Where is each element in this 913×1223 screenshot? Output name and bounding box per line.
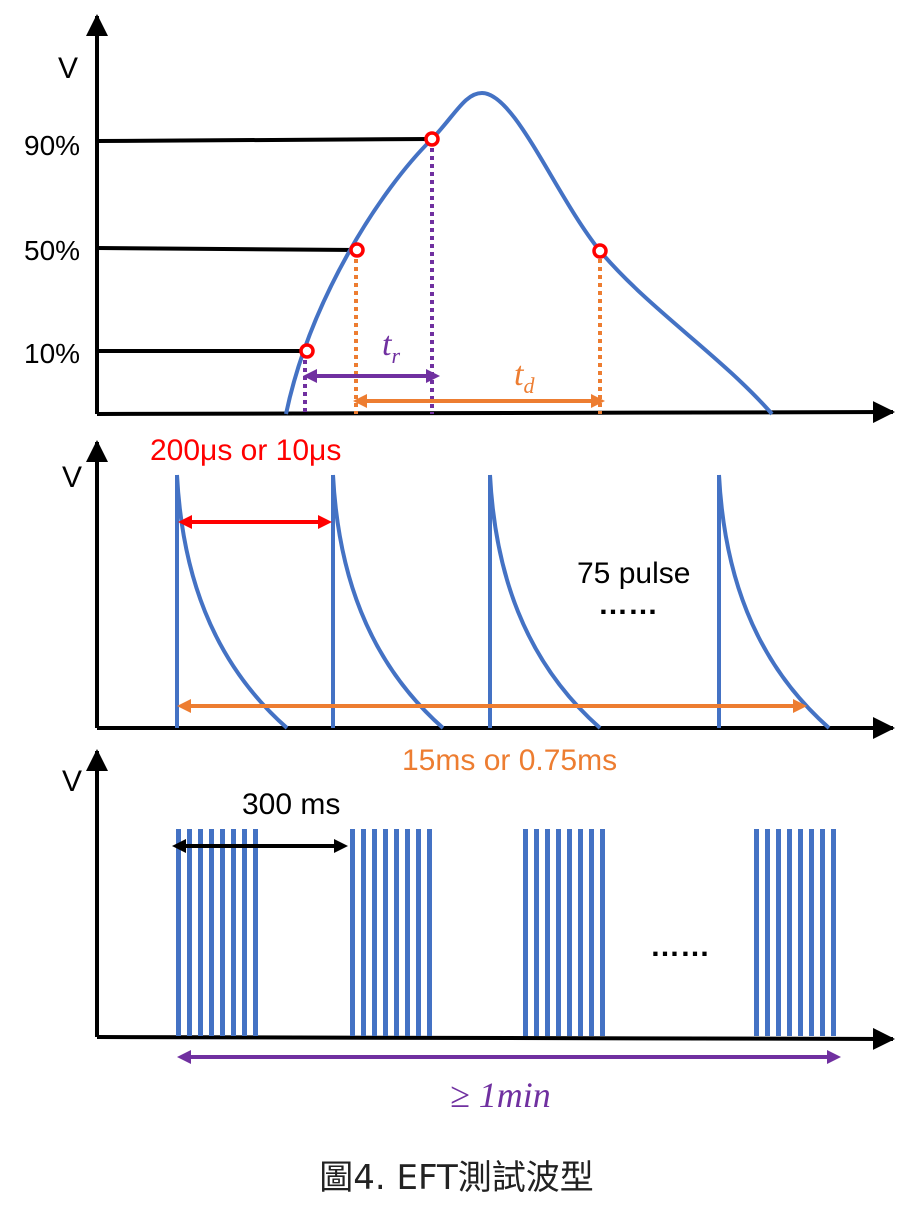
test-arrow-head-right — [827, 1050, 841, 1064]
burst-2-line-5 — [394, 829, 399, 1036]
decay-time-label: td — [514, 356, 535, 398]
burst-1-line-1 — [176, 829, 181, 1036]
burst-arrow-head-right — [793, 699, 807, 713]
panel-pulse-train: V 200μs or 10μs 75 pulse …… 15ms or 0.75… — [62, 434, 895, 777]
pulse-4 — [717, 474, 831, 730]
level-50-line — [96, 246, 358, 252]
burst-4-line-6 — [809, 829, 814, 1036]
burst-3-line-8 — [600, 829, 605, 1036]
burst-1-line-7 — [242, 829, 247, 1036]
rise-arrow-head-right — [426, 369, 440, 383]
burst-3-line-4 — [556, 829, 561, 1036]
p3-x-axis — [96, 1027, 895, 1050]
burst-2-line-4 — [383, 829, 388, 1036]
period-arrow-head-right — [318, 515, 332, 529]
burst-4-line-1 — [754, 829, 759, 1036]
point-90 — [424, 131, 440, 147]
point-50-fall — [592, 243, 608, 259]
burst-2-line-6 — [405, 829, 410, 1036]
level-50-label: 50% — [24, 235, 80, 266]
burst-1-line-8 — [253, 829, 258, 1036]
burst-3-line-3 — [545, 829, 550, 1036]
burst-period-arrow-head-right — [334, 839, 348, 853]
p1-y-axis-label: V — [58, 52, 78, 85]
panel-burst-sequence: V 300 ms …… ≥ 1min — [62, 749, 895, 1115]
pulse-train-ellipsis: …… — [598, 588, 658, 621]
burst-period-label: 300 ms — [242, 788, 340, 821]
pulse-count-label: 75 pulse — [577, 557, 690, 590]
burst-period-arrow-head-left — [172, 839, 186, 853]
pulse-1 — [175, 474, 289, 730]
burst-3-line-6 — [578, 829, 583, 1036]
burst-2-line-7 — [416, 829, 421, 1036]
panel-single-pulse: V 90% 50% 10% tr td — [24, 14, 895, 424]
burst-3-line-1 — [523, 829, 528, 1036]
burst-duration-label: 15ms or 0.75ms — [402, 744, 617, 777]
burst-3-line-7 — [589, 829, 594, 1036]
burst-2-line-3 — [372, 829, 377, 1036]
test-arrow-head-left — [177, 1050, 191, 1064]
burst-2-line-1 — [350, 829, 355, 1036]
decay-arrow-head-left — [353, 394, 367, 408]
point-10 — [299, 343, 315, 359]
rise-time-label: tr — [382, 326, 400, 368]
period-label: 200μs or 10μs — [150, 434, 341, 467]
decay-arrow-head-right — [591, 394, 605, 408]
test-duration-label: ≥ 1min — [450, 1075, 551, 1115]
rise-arrow-head-left — [303, 369, 317, 383]
burst-3-line-2 — [534, 829, 539, 1036]
pulse-curve — [284, 90, 774, 416]
figure-caption: 圖4. EFT測試波型 — [319, 1158, 594, 1198]
burst-2-line-2 — [361, 829, 366, 1036]
burst-group — [176, 829, 836, 1036]
burst-4-line-4 — [787, 829, 792, 1036]
p2-y-axis-label: V — [62, 461, 82, 494]
burst-1-line-5 — [220, 829, 225, 1036]
level-10-label: 10% — [24, 338, 80, 369]
level-90-label: 90% — [24, 130, 80, 161]
burst-4-line-7 — [820, 829, 825, 1036]
burst-4-line-3 — [776, 829, 781, 1036]
p3-y-axis-label: V — [62, 765, 82, 798]
period-arrow-head-left — [178, 515, 192, 529]
burst-arrow-head-left — [177, 699, 191, 713]
level-90-line — [96, 137, 433, 143]
pulse-3 — [488, 474, 602, 730]
burst-1-line-6 — [231, 829, 236, 1036]
burst-1-line-4 — [209, 829, 214, 1036]
pulse-2 — [331, 474, 445, 730]
burst-4-line-8 — [831, 829, 836, 1036]
burst-4-line-2 — [765, 829, 770, 1036]
p1-x-axis — [96, 401, 895, 424]
burst-1-line-2 — [187, 829, 192, 1036]
burst-1-line-3 — [198, 829, 203, 1036]
burst-2-line-8 — [427, 829, 432, 1036]
burst-3-line-5 — [567, 829, 572, 1036]
burst-ellipsis: …… — [650, 930, 710, 963]
point-50-rise — [349, 242, 365, 258]
burst-4-line-5 — [798, 829, 803, 1036]
